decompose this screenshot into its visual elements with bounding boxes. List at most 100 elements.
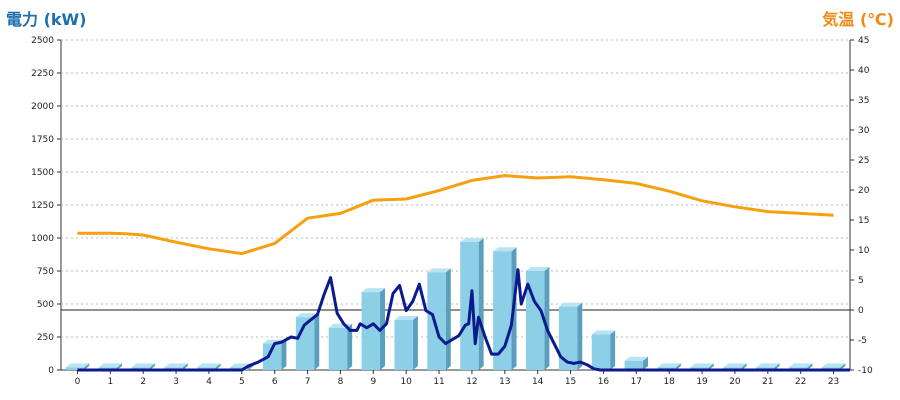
right-tick-label: 30 <box>858 126 870 136</box>
bar-side <box>478 237 484 370</box>
x-tick-label: 11 <box>433 377 444 387</box>
x-tick-label: 4 <box>206 377 212 387</box>
x-tick-label: 9 <box>370 377 376 387</box>
bar-top <box>723 363 747 368</box>
x-tick-label: 0 <box>75 377 81 387</box>
bar-side <box>445 268 451 370</box>
power-line <box>77 268 850 372</box>
left-tick-label: 2250 <box>31 69 54 79</box>
right-tick-label: -5 <box>858 336 867 346</box>
left-tick-label: 1500 <box>31 168 54 178</box>
left-tick-label: 1750 <box>31 135 54 145</box>
right-tick-label: 0 <box>858 306 864 316</box>
bar-side <box>149 363 155 370</box>
right-tick-label: 35 <box>858 96 869 106</box>
bar-top <box>591 330 616 335</box>
x-tick-label: 17 <box>631 377 642 387</box>
x-tick-label: 8 <box>338 377 344 387</box>
right-tick-label: 20 <box>858 186 870 196</box>
bar-side <box>281 339 287 370</box>
x-tick-label: 15 <box>565 377 576 387</box>
x-tick-label: 23 <box>828 377 839 387</box>
bar-side <box>741 363 747 370</box>
left-axis-title: 電力 (kW) <box>6 10 87 29</box>
bar <box>262 343 282 370</box>
bar-side <box>708 363 714 370</box>
bar-side <box>774 363 780 370</box>
bar-side <box>643 356 649 370</box>
x-tick-label: 3 <box>173 377 179 387</box>
bar-top <box>65 363 90 368</box>
bar <box>427 272 446 370</box>
left-tick-label: 2000 <box>31 102 54 112</box>
bar-top <box>788 363 813 368</box>
left-tick-label: 1000 <box>31 234 54 244</box>
left-tick-label: 2500 <box>31 36 54 46</box>
bar <box>493 251 512 370</box>
right-tick-label: 40 <box>858 66 870 76</box>
x-tick-label: 19 <box>696 377 708 387</box>
x-tick-label: 20 <box>729 377 741 387</box>
left-tick-label: 250 <box>37 333 54 343</box>
bar-side <box>314 313 320 370</box>
x-tick-label: 14 <box>532 377 544 387</box>
bar-top <box>821 363 846 368</box>
bar-top <box>98 363 123 368</box>
bar-side <box>610 330 616 370</box>
bar-top <box>197 363 221 368</box>
x-tick-label: 7 <box>305 377 311 387</box>
x-tick-label: 22 <box>795 377 806 387</box>
bar-side <box>412 315 418 370</box>
bar-top <box>525 267 550 271</box>
bar-side <box>675 363 681 370</box>
bar-side <box>577 302 583 370</box>
bar <box>361 292 381 370</box>
right-tick-label: 5 <box>858 276 864 286</box>
x-tick-label: 1 <box>107 377 113 387</box>
x-tick-label: 18 <box>663 377 675 387</box>
bar-side <box>544 267 550 370</box>
bar-side <box>215 363 221 370</box>
bar-side <box>840 363 846 370</box>
x-tick-label: 5 <box>239 377 245 387</box>
right-tick-label: 10 <box>858 246 870 256</box>
bar-top <box>657 363 681 368</box>
bar-side <box>807 363 813 370</box>
x-tick-label: 13 <box>499 377 510 387</box>
bar-top <box>427 268 451 273</box>
bar-top <box>460 237 484 242</box>
x-tick-label: 6 <box>272 377 278 387</box>
bar <box>65 367 85 370</box>
x-tick-label: 16 <box>598 377 610 387</box>
bar-side <box>182 363 188 370</box>
bar-top <box>164 363 188 368</box>
bar-top <box>361 288 386 293</box>
bar-top <box>394 315 418 320</box>
bar <box>525 271 545 370</box>
bar-top <box>756 363 780 368</box>
x-tick-label: 21 <box>762 377 773 387</box>
bar-side <box>84 363 90 370</box>
left-tick-label: 750 <box>37 267 54 277</box>
x-tick-label: 12 <box>466 377 477 387</box>
bar <box>624 360 644 370</box>
right-tick-label: 45 <box>858 36 869 46</box>
bar-side <box>347 323 353 370</box>
bar-top <box>690 363 714 368</box>
right-tick-label: -10 <box>858 366 873 376</box>
bar-top <box>131 363 155 368</box>
bar <box>591 334 611 370</box>
right-tick-label: 15 <box>858 216 869 226</box>
temperature-line <box>77 174 834 256</box>
left-tick-label: 0 <box>48 366 54 376</box>
x-tick-label: 10 <box>400 377 412 387</box>
left-tick-label: 1250 <box>31 201 54 211</box>
right-axis-title: 気温 (℃) <box>822 10 894 29</box>
bar-side <box>117 363 123 370</box>
right-tick-label: 25 <box>858 156 869 166</box>
bar-top <box>558 302 583 307</box>
bar <box>328 327 348 370</box>
left-tick-label: 500 <box>37 300 54 310</box>
